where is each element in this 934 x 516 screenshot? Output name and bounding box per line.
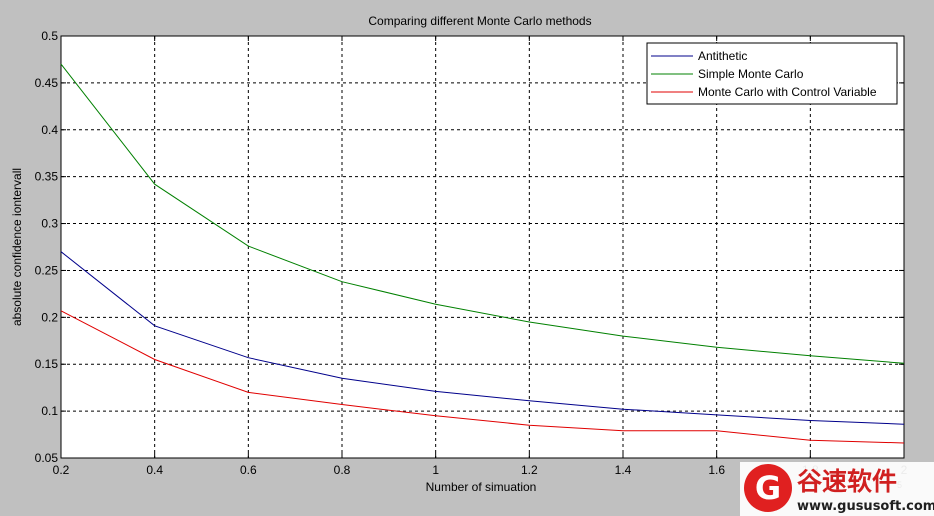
watermark-logo-letter: G	[755, 469, 781, 507]
legend-label: Simple Monte Carlo	[698, 67, 804, 81]
series-line-simple-monte-carlo	[60, 63, 905, 364]
x-tick-label: 1	[432, 463, 439, 477]
watermark-logo-icon	[744, 464, 792, 512]
x-tick-label: 0.6	[240, 463, 257, 477]
series-lines	[60, 63, 905, 444]
y-tick-label: 0.1	[41, 404, 58, 418]
x-tick-label: 1.2	[521, 463, 538, 477]
y-tick-label: 0.4	[41, 123, 58, 137]
watermark: G 谷速软件 www.gususoft.com	[740, 462, 934, 516]
x-tick-label: 0.8	[334, 463, 351, 477]
y-axis-label: absolute confidence iontervall	[10, 168, 24, 326]
legend-label: Antithetic	[698, 49, 747, 63]
y-tick-label: 0.2	[41, 310, 58, 324]
y-tick-label: 0.15	[35, 357, 59, 371]
x-tick-label: 0.4	[146, 463, 163, 477]
y-tick-label: 0.5	[41, 29, 58, 43]
legend-label: Monte Carlo with Control Variable	[698, 85, 877, 99]
series-line-monte-carlo-with-control-variable	[60, 310, 905, 444]
series-line-antithetic	[60, 251, 905, 425]
ticks: 0.20.40.60.811.21.41.61.820.050.10.150.2…	[35, 29, 908, 477]
y-tick-label: 0.35	[35, 170, 59, 184]
y-tick-label: 0.3	[41, 217, 58, 231]
plot-area	[60, 35, 905, 459]
x-tick-label: 0.2	[53, 463, 70, 477]
x-tick-label: 1.4	[615, 463, 632, 477]
x-axis-label: Number of simuation	[426, 480, 537, 494]
x-tick-label: 1.6	[708, 463, 725, 477]
grid	[61, 36, 904, 458]
y-tick-label: 0.05	[35, 451, 59, 465]
chart-title: Comparing different Monte Carlo methods	[368, 14, 591, 28]
watermark-brand-text: 谷速软件	[797, 467, 897, 496]
y-tick-label: 0.25	[35, 263, 59, 277]
legend: Antithetic Simple Monte Carlo Monte Carlo …	[646, 42, 898, 105]
watermark-url-text: www.gususoft.com	[797, 499, 934, 514]
y-tick-label: 0.45	[35, 76, 59, 90]
